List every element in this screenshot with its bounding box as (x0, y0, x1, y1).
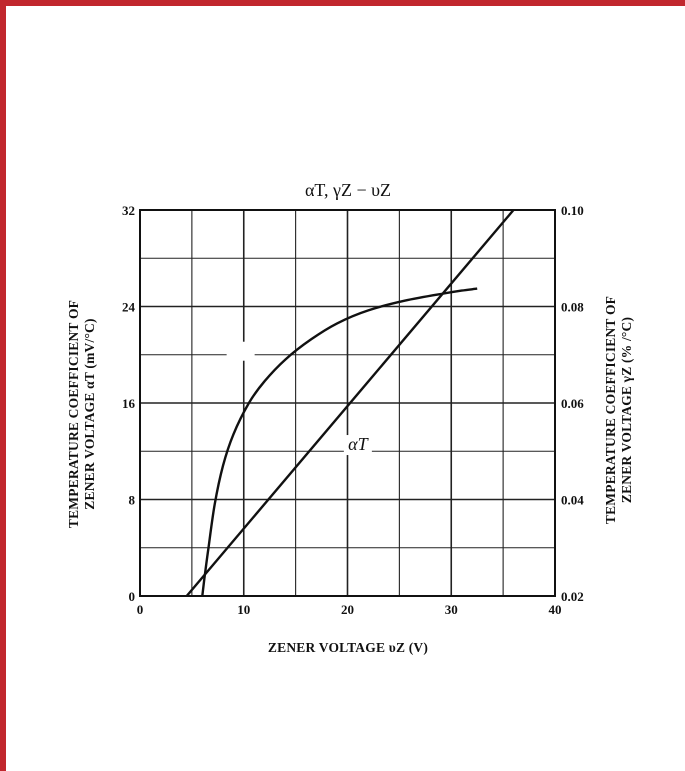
series-label-gamma-z-bg (226, 341, 255, 361)
y-left-tick-label: 0 (129, 589, 136, 604)
frame-left-border (0, 0, 6, 771)
series-line-alpha-t (185, 210, 515, 596)
y-right-tick-label: 0.10 (561, 203, 584, 218)
series-line-gamma-z (201, 287, 478, 596)
tick-labels: 0 10 20 30 40 0 8 16 24 32 0.02 0.04 0.06 0.08 0.10 (122, 203, 584, 617)
y-right-label: TEMPERATURE COEFFICIENT OF ZENER VOLTAGE… (603, 296, 634, 524)
plot-frame (139, 209, 556, 597)
frame-top-border (0, 0, 685, 6)
y-right-tick-label: 0.08 (561, 300, 584, 315)
grid (140, 210, 555, 596)
x-tick-label: 20 (341, 602, 354, 617)
y-left-tick-label: 8 (129, 493, 136, 508)
chart-title: αT, γZ − υZ (305, 180, 391, 200)
x-axis-label: ZENER VOLTAGE υZ (V) (268, 640, 428, 655)
series-label-alpha-t: αT (348, 434, 369, 454)
y-left-label-line-2: ZENER VOLTAGE αT (mV/°C) (82, 318, 97, 509)
y-left-tick-label: 24 (122, 300, 136, 315)
y-left-label: TEMPERATURE COEFFICIENT OF ZENER VOLTAGE… (66, 300, 97, 528)
y-left-tick-label: 32 (122, 203, 135, 218)
y-right-tick-label: 0.02 (561, 589, 584, 604)
x-tick-label: 0 (137, 602, 144, 617)
series-label-alpha-t-bg (343, 435, 372, 456)
x-tick-label: 30 (445, 602, 458, 617)
y-right-label-line-2: ZENER VOLTAGE γZ (% /°C) (619, 317, 634, 503)
y-right-tick-label: 0.06 (561, 396, 584, 411)
y-right-tick-label: 0.04 (561, 493, 584, 508)
x-tick-label: 40 (549, 602, 562, 617)
y-left-label-line-1: TEMPERATURE COEFFICIENT OF (66, 300, 81, 528)
y-right-label-line-1: TEMPERATURE COEFFICIENT OF (603, 296, 618, 524)
series-layer: γZαT (185, 210, 515, 596)
x-tick-label: 10 (237, 602, 250, 617)
y-left-tick-label: 16 (122, 396, 136, 411)
